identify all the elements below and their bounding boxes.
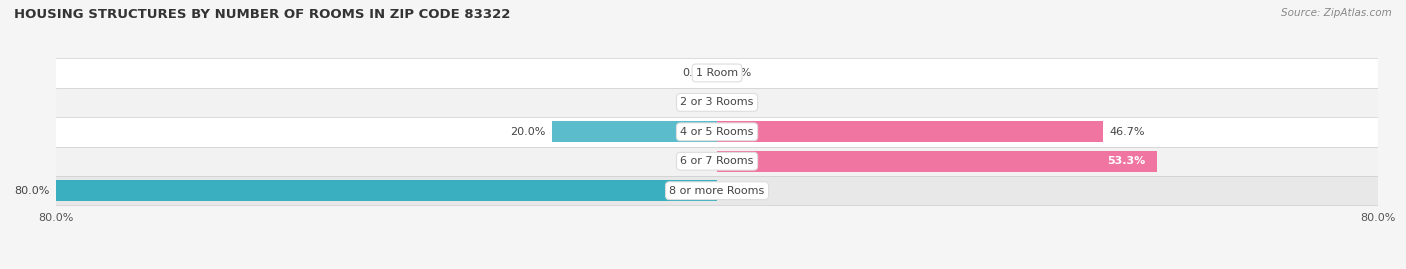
Bar xyxy=(56,180,717,201)
Text: 4 or 5 Rooms: 4 or 5 Rooms xyxy=(681,127,754,137)
Text: 1 Room: 1 Room xyxy=(696,68,738,78)
Text: 80.0%: 80.0% xyxy=(14,186,49,196)
Bar xyxy=(717,151,1157,172)
Bar xyxy=(56,88,1378,117)
Bar xyxy=(56,147,1378,176)
Text: 0.0%: 0.0% xyxy=(724,186,752,196)
Text: 8 or more Rooms: 8 or more Rooms xyxy=(669,186,765,196)
Legend: Owner-occupied, Renter-occupied: Owner-occupied, Renter-occupied xyxy=(595,266,839,269)
Text: 53.3%: 53.3% xyxy=(1107,156,1144,166)
Bar xyxy=(551,121,717,142)
Text: 6 or 7 Rooms: 6 or 7 Rooms xyxy=(681,156,754,166)
Text: 2 or 3 Rooms: 2 or 3 Rooms xyxy=(681,97,754,107)
Text: 0.0%: 0.0% xyxy=(682,156,710,166)
Text: 20.0%: 20.0% xyxy=(510,127,546,137)
Text: 46.7%: 46.7% xyxy=(1109,127,1144,137)
Text: 0.0%: 0.0% xyxy=(724,97,752,107)
Bar xyxy=(717,121,1102,142)
Text: 0.0%: 0.0% xyxy=(682,97,710,107)
Text: 0.0%: 0.0% xyxy=(682,68,710,78)
Bar xyxy=(56,58,1378,88)
Bar xyxy=(56,117,1378,147)
Bar xyxy=(56,176,1378,206)
Text: Source: ZipAtlas.com: Source: ZipAtlas.com xyxy=(1281,8,1392,18)
Text: HOUSING STRUCTURES BY NUMBER OF ROOMS IN ZIP CODE 83322: HOUSING STRUCTURES BY NUMBER OF ROOMS IN… xyxy=(14,8,510,21)
Text: 0.0%: 0.0% xyxy=(724,68,752,78)
